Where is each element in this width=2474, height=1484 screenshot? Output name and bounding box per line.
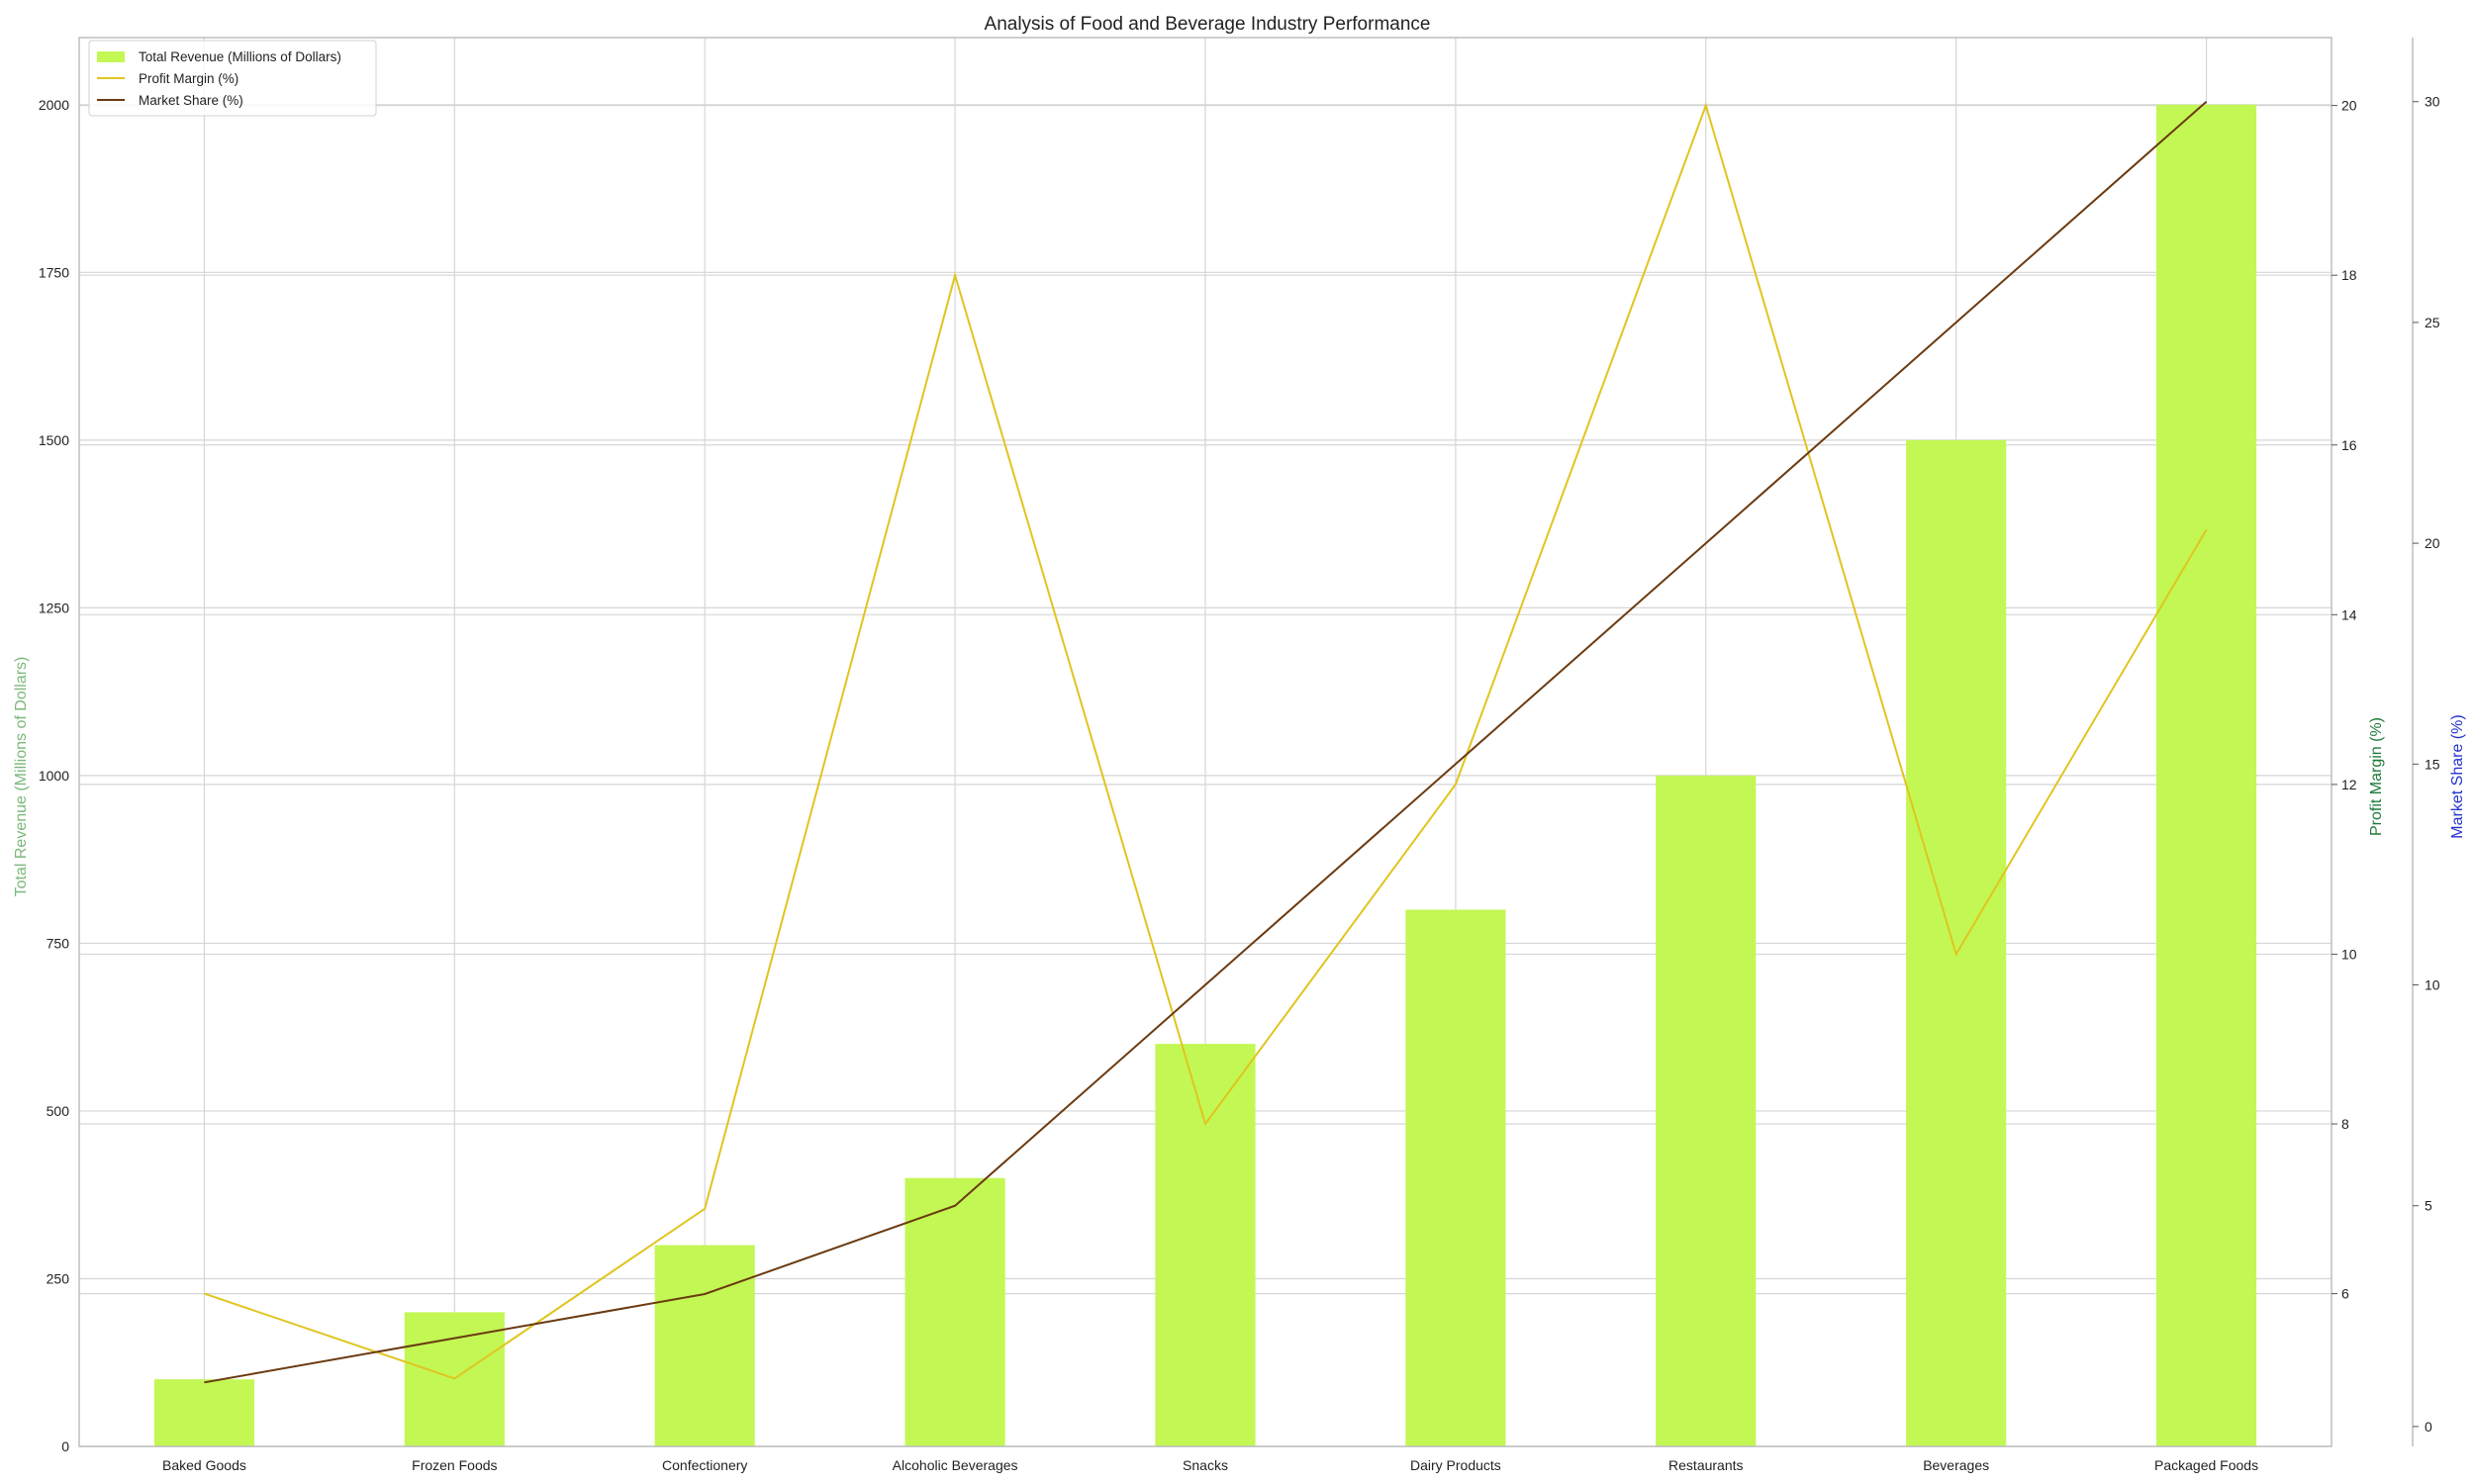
right-tick-label-20: 20 [2341, 98, 2357, 114]
left-tick-label-0: 0 [61, 1438, 69, 1454]
right-tick-label-18: 18 [2341, 267, 2357, 283]
left-tick-label-750: 750 [47, 935, 70, 951]
x-tick-label-confectionery: Confectionery [662, 1457, 747, 1473]
legend-swatch-revenue [97, 51, 125, 62]
right-tick-label-16: 16 [2341, 437, 2357, 453]
left-tick-label-1000: 1000 [39, 768, 69, 784]
right2-tick-label-15: 15 [2425, 756, 2440, 772]
left-tick-label-250: 250 [47, 1270, 70, 1286]
bar-packaged-foods [2155, 104, 2257, 1446]
x-tick-label-restaurants: Restaurants [1668, 1457, 1743, 1473]
left-tick-label-1250: 1250 [39, 600, 69, 615]
right-tick-label-8: 8 [2341, 1116, 2349, 1132]
bar-beverages [1906, 439, 2007, 1446]
x-tick-label-packaged-foods: Packaged Foods [2154, 1457, 2258, 1473]
right2-tick-label-10: 10 [2425, 977, 2440, 993]
bar-restaurants [1656, 775, 1757, 1446]
tick-labels: 0250500750100012501500175020006810121416… [39, 94, 2440, 1473]
right2-tick-label-25: 25 [2425, 315, 2440, 330]
x-tick-label-beverages: Beverages [1923, 1457, 1989, 1473]
line-market-share [204, 100, 2208, 1384]
right-tick-label-6: 6 [2341, 1286, 2349, 1302]
right-tick-label-14: 14 [2341, 606, 2357, 622]
right2-axis-label: Market Share (%) [2449, 714, 2466, 838]
right2-tick-label-5: 5 [2425, 1198, 2432, 1214]
bar-snacks [1155, 1044, 1256, 1446]
legend-label-profit-margin: Profit Margin (%) [139, 71, 238, 86]
bar-baked-goods [153, 1379, 255, 1446]
plot-frame [78, 37, 2414, 1447]
x-tick-label-alcoholic-beverages: Alcoholic Beverages [893, 1457, 1018, 1473]
left-tick-label-1750: 1750 [39, 264, 69, 280]
revenue-bars [153, 104, 2257, 1446]
legend: Total Revenue (Millions of Dollars) Prof… [88, 40, 377, 117]
left-tick-label-1500: 1500 [39, 432, 69, 448]
line-profit-margin [204, 102, 2208, 1380]
series-lines [204, 100, 2208, 1384]
legend-box [88, 40, 377, 117]
chart-title: Analysis of Food and Beverage Industry P… [985, 14, 1431, 35]
right2-tick-label-30: 30 [2425, 94, 2440, 110]
left-axis-label: Total Revenue (Millions of Dollars) [13, 657, 30, 897]
bar-confectionery [654, 1245, 755, 1446]
left-tick-label-2000: 2000 [39, 97, 69, 113]
legend-label-market-share: Market Share (%) [139, 93, 243, 108]
x-tick-label-dairy-products: Dairy Products [1410, 1457, 1501, 1473]
right-tick-label-10: 10 [2341, 946, 2357, 962]
bar-dairy-products [1405, 909, 1506, 1446]
legend-label-revenue: Total Revenue (Millions of Dollars) [139, 49, 341, 64]
right2-tick-label-0: 0 [2425, 1419, 2432, 1435]
x-tick-label-frozen-foods: Frozen Foods [412, 1457, 497, 1473]
right2-tick-label-20: 20 [2425, 535, 2440, 551]
plot-border [78, 37, 2332, 1447]
right-tick-label-12: 12 [2341, 777, 2357, 792]
right-axis-label: Profit Margin (%) [2368, 717, 2385, 836]
x-tick-label-snacks: Snacks [1183, 1457, 1228, 1473]
bar-alcoholic-beverages [904, 1177, 1005, 1446]
x-tick-label-baked-goods: Baked Goods [162, 1457, 246, 1473]
left-tick-label-500: 500 [47, 1103, 70, 1119]
